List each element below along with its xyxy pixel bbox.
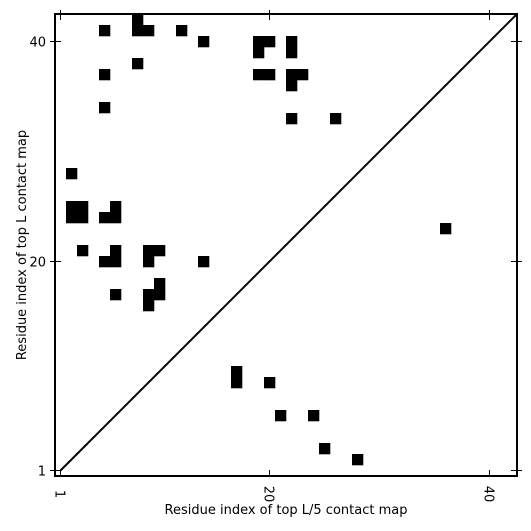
contact-cell-top-l (264, 69, 276, 81)
contact-cell-top-l (99, 25, 111, 37)
contact-cell-top-l5 (264, 377, 276, 389)
contact-cell-top-l (77, 245, 89, 257)
y-tick-label: 20 (29, 256, 46, 271)
contact-cell-top-l5 (308, 410, 320, 422)
contact-cell-top-l (286, 80, 298, 92)
x-tick-label: 20 (261, 486, 276, 503)
plot-frame (54, 13, 518, 477)
contact-cell-top-l (264, 36, 276, 48)
contact-cell-top-l (143, 300, 155, 312)
contact-cell-top-l (286, 36, 298, 48)
contact-cell-top-l5 (275, 410, 287, 422)
contact-cell-top-l (132, 14, 144, 26)
contact-cell-top-l (176, 25, 188, 37)
contact-cell-top-l (198, 36, 210, 48)
contact-cell-top-l (154, 278, 166, 290)
contact-cell-top-l (77, 212, 89, 224)
contact-cell-top-l (198, 256, 210, 268)
contact-cell-top-l (154, 245, 166, 257)
contact-cell-top-l (99, 69, 111, 81)
contact-cell-top-l (99, 212, 111, 224)
contact-cell-top-l (132, 25, 144, 37)
contact-cells (66, 14, 452, 466)
x-tick-label: 40 (481, 486, 496, 503)
axis-ticks: 1 20 40 1 20 40 (29, 10, 522, 502)
contact-cell-top-l5 (319, 443, 331, 455)
contact-cell-top-l (66, 201, 78, 213)
x-tick-label: 1 (52, 490, 67, 498)
contact-cell-top-l (110, 289, 122, 301)
contact-cell-top-l (110, 256, 122, 268)
contact-cell-top-l (99, 102, 111, 114)
contact-cell-top-l (66, 212, 78, 224)
contact-cell-top-l (286, 113, 298, 125)
contact-cell-top-l (143, 289, 155, 301)
contact-cell-top-l5 (352, 454, 364, 466)
y-axis-title: Residue index of top L contact map (15, 130, 30, 360)
contact-cell-top-l (253, 69, 265, 81)
contact-cell-top-l (143, 25, 155, 37)
contact-cell-top-l5 (231, 377, 243, 389)
contact-cell-top-l (143, 245, 155, 257)
contact-cell-top-l (77, 201, 89, 213)
contact-cell-top-l (143, 256, 155, 268)
contact-cell-top-l (154, 289, 166, 301)
x-axis-title: Residue index of top L/5 contact map (165, 503, 408, 518)
contact-cell-top-l (286, 69, 298, 81)
contact-cell-top-l (253, 36, 265, 48)
contact-cell-top-l (253, 47, 265, 59)
contact-cell-top-l (440, 223, 452, 235)
contact-cell-top-l (132, 58, 144, 70)
contact-cell-top-l (110, 201, 122, 213)
contact-cell-top-l5 (231, 366, 243, 378)
contact-cell-top-l (286, 47, 298, 59)
contact-cell-top-l (297, 69, 309, 81)
contact-cell-top-l (99, 256, 111, 268)
contact-cell-top-l (66, 168, 78, 180)
contact-cell-top-l (330, 113, 342, 125)
y-tick-label: 40 (29, 36, 46, 51)
contact-cell-top-l (110, 212, 122, 224)
y-tick-label: 1 (38, 465, 46, 480)
contact-cell-top-l (110, 245, 122, 257)
diagonal-line (59, 13, 518, 472)
